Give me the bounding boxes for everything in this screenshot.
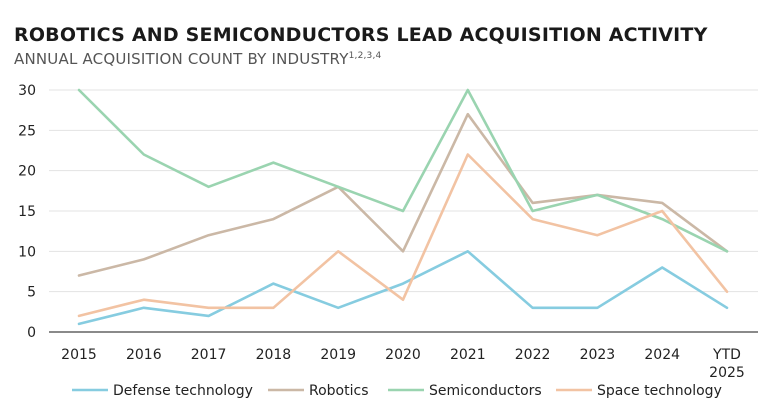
legend-label: Space technology [597,383,722,399]
x-axis-ticks: 2015 2016 2017 2018 2019 2020 2021 2022 2023 2024… [61,347,745,381]
series-line-defense-technology [77,250,729,326]
legend-label: Semiconductors [429,383,542,399]
x-tick-label: 2019 [320,347,356,363]
legend: Defense technology Robotics Semiconductors… [72,383,722,399]
y-tick-label: 5 [27,285,36,301]
y-tick-label: 30 [18,83,36,99]
chart-subtitle: ANNUAL ACQUISITION COUNT BY INDUSTRY1,2,… [14,50,381,68]
series-line-space-technology [77,153,729,318]
series-line-semiconductors [77,88,729,253]
chart-title: ROBOTICS AND SEMICONDUCTORS LEAD ACQUISI… [14,24,708,46]
x-tick-label: 2015 [61,347,97,363]
chart-subtitle-footnotes: 1,2,3,4 [348,51,382,61]
legend-item-space-technology: Space technology [556,383,722,399]
chart-subtitle-text: ANNUAL ACQUISITION COUNT BY INDUSTRY [14,50,349,68]
y-tick-label: 20 [18,164,36,180]
y-axis-ticks: 0 5 10 15 20 25 30 [18,83,36,341]
legend-label: Defense technology [113,383,253,399]
series-lines [77,88,729,326]
legend-item-robotics: Robotics [268,383,369,399]
x-tick-label: 2020 [385,347,421,363]
legend-item-defense-technology: Defense technology [72,383,253,399]
y-tick-label: 25 [18,123,36,139]
x-tick-label: YTD 2025 [709,347,745,381]
x-tick-label: 2016 [126,347,162,363]
x-tick-label: 2017 [191,347,227,363]
legend-label: Robotics [309,383,369,399]
x-tick-label: 2022 [515,347,551,363]
y-tick-label: 15 [18,204,36,220]
y-tick-label: 0 [27,325,36,341]
y-tick-label: 10 [18,244,36,260]
x-tick-label: 2024 [644,347,680,363]
series-line-robotics [77,112,729,277]
x-tick-label: 2018 [256,347,292,363]
x-tick-label: 2023 [580,347,616,363]
legend-item-semiconductors: Semiconductors [388,383,542,399]
x-tick-label: 2021 [450,347,486,363]
